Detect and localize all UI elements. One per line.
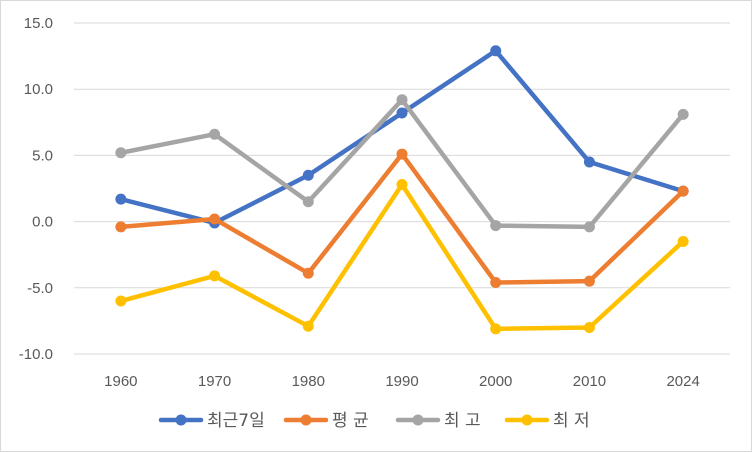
data-point [490,277,502,289]
x-tick-label: 2024 [666,373,699,390]
y-axis: 15.0 10.0 5.0 0.0 -5.0 -10.0 [19,15,53,363]
legend-marker-icon [300,414,312,426]
data-point [302,169,314,181]
data-point [209,128,221,140]
data-point [396,94,408,106]
x-tick-label: 1980 [292,373,325,390]
legend-marker-icon [175,414,187,426]
legend-item: 최근7일 [158,411,265,431]
data-point [209,270,221,282]
series-line [115,148,689,289]
x-tick-label: 1970 [198,373,231,390]
x-tick-label: 2010 [573,373,606,390]
data-point [490,45,502,57]
x-tick-label: 1960 [104,373,137,390]
gridlines [74,22,730,355]
data-point [115,221,127,233]
legend-marker-icon [412,414,424,426]
data-point [583,322,595,334]
y-tick-label: 5.0 [32,147,53,164]
data-point [677,185,689,197]
data-point [583,275,595,287]
legend-label: 평 균 [332,411,369,431]
data-point [396,179,408,191]
legend-label: 최근7일 [207,411,265,431]
series-lines [115,45,689,335]
y-tick-label: 0.0 [32,214,53,231]
legend-item: 최 저 [504,411,590,431]
data-point [115,193,127,205]
series-line [115,94,689,233]
data-point [583,156,595,168]
series-line [115,179,689,335]
data-point [583,221,595,233]
legend-label: 최 저 [553,411,590,431]
data-point [302,320,314,332]
data-point [302,196,314,208]
data-point [302,267,314,279]
data-point [490,220,502,232]
y-tick-label: 10.0 [24,81,53,98]
legend-marker-icon [521,414,533,426]
y-tick-label: -10.0 [19,346,53,363]
data-point [209,213,221,225]
x-tick-label: 2000 [479,373,512,390]
x-axis: 1960 1970 1980 1990 2000 2010 2024 [104,373,700,390]
data-point [677,108,689,120]
y-tick-label: -5.0 [27,280,53,297]
data-point [490,323,502,335]
legend-item: 최 고 [395,411,481,431]
data-point [396,148,408,160]
y-tick-label: 15.0 [24,15,53,32]
x-tick-label: 1990 [385,373,418,390]
legend: 최근7일 평 균 최 고 최 저 [158,411,590,431]
series-path [118,182,686,332]
legend-item: 평 균 [283,411,369,431]
data-point [115,147,127,159]
legend-label: 최 고 [444,411,481,431]
data-point [396,107,408,119]
data-point [115,295,127,307]
data-point [677,235,689,247]
